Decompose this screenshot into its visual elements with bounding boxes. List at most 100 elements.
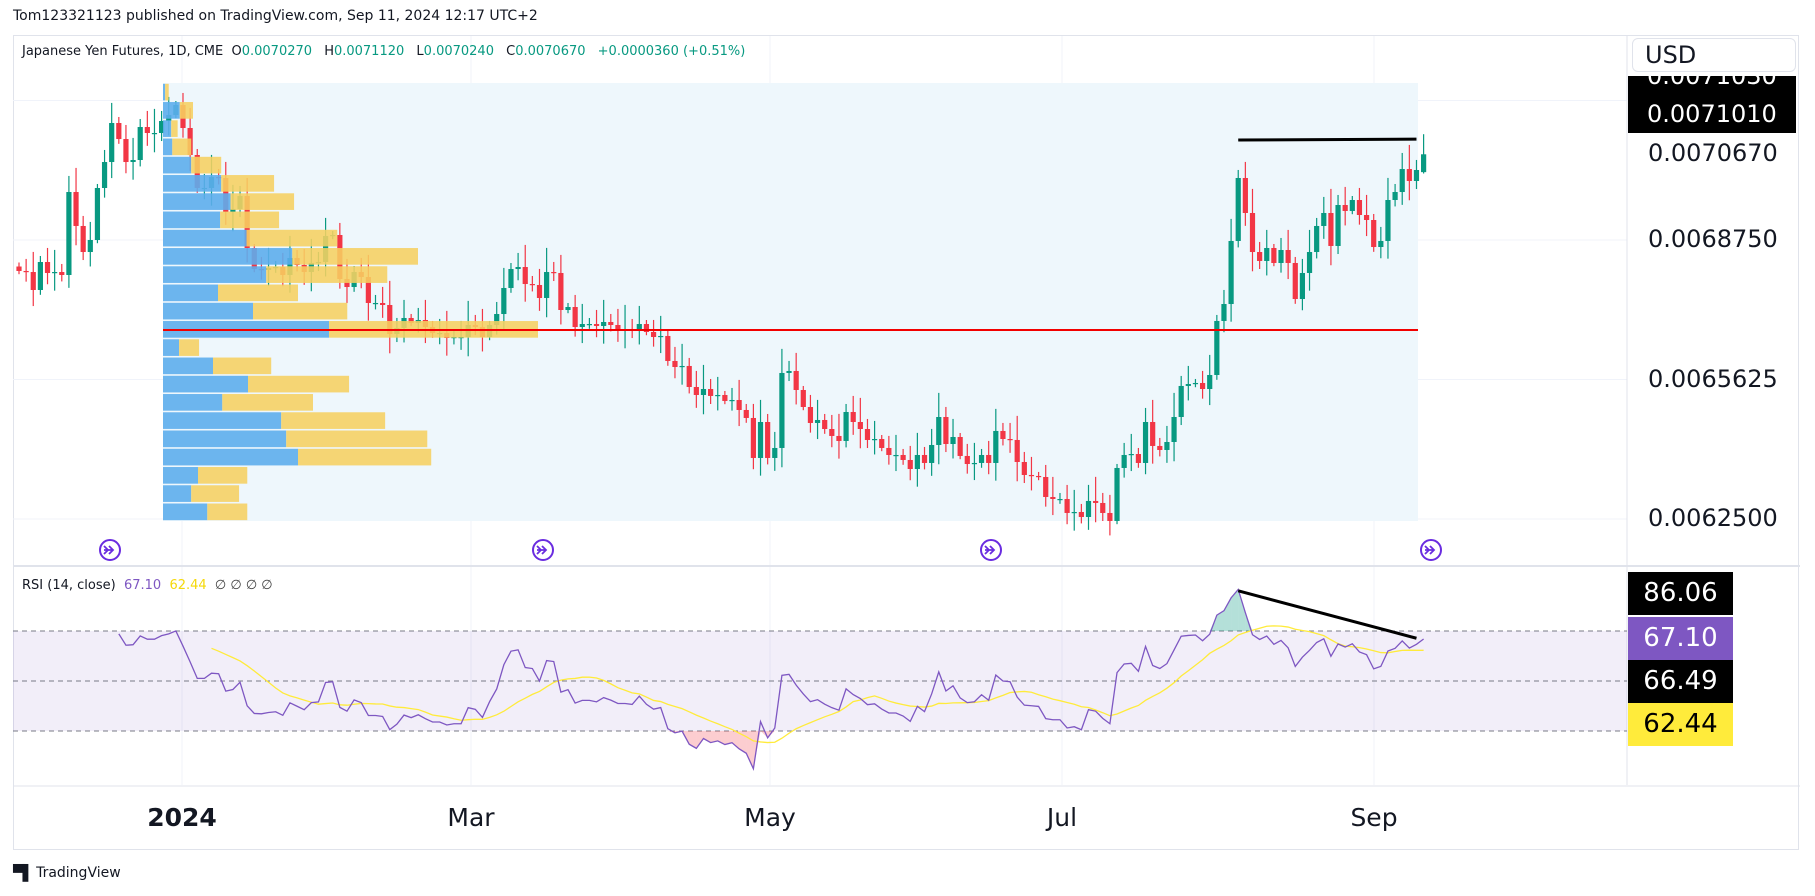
candle-body [1242,177,1248,213]
volume-profile-up-bar [163,284,218,302]
time-axis-label: May [744,803,796,832]
candle-body [52,272,58,274]
candle-body [37,262,43,290]
candle-body [572,307,578,328]
candle-body [1371,220,1377,248]
candle-body [743,409,749,418]
candle-body [900,454,906,460]
drawings [163,137,1418,331]
candle-body [59,272,65,275]
candle-body [558,272,564,310]
volume-profile-down-bar [220,211,280,229]
candle-body [1043,476,1049,497]
candle-body [964,455,970,465]
volume-profile-up-bar [163,302,253,320]
open-value: 0.0070270 [241,44,313,59]
volume-profile-up-bar [163,503,208,521]
candle-body [66,192,72,275]
volume-profile-down-bar [221,175,275,192]
rsi-overbought-fill [1223,597,1232,631]
candle-body [1306,252,1313,273]
volume-profile-down-bar [172,138,192,156]
brand-name: TradingView [36,865,121,881]
volume-profile-up-bar [163,102,180,119]
rsi-title[interactable]: RSI (14, close) [22,578,116,593]
jump-to-realtime-icon[interactable] [1420,539,1442,561]
candle-body [1021,461,1027,475]
chart-frame [13,35,1799,850]
rsi-oversold-fill [703,731,711,743]
candle-body [593,324,600,326]
volume-profile-down-bar [218,284,298,302]
volume-profile-up-bar [163,193,231,210]
jump-to-realtime-icon[interactable] [980,539,1002,561]
candle-body [757,421,764,458]
footer-brand[interactable]: ▀▌ TradingView [13,864,121,882]
candle-body [693,386,699,395]
low-value: 0.0070240 [423,44,494,59]
volume-profile-up-bar [163,266,267,283]
candle-body [1335,205,1341,246]
candle-body [1214,320,1220,375]
candle-body [914,454,920,470]
candle-body [793,370,799,390]
time-axis-label: Jul [1046,803,1078,832]
candle-body [729,399,735,402]
candle-body [1114,467,1120,521]
jump-to-realtime-icon[interactable] [532,539,554,561]
volume-profile-up-bar [163,375,248,393]
time-axis-label: 2024 [147,803,217,832]
candles [16,92,1427,536]
candle-body [1121,454,1127,468]
high-value: 0.0071120 [333,44,405,59]
candle-body [144,127,150,133]
volume-profile-up-bar [163,120,172,137]
rsi-extra-values: ∅ ∅ ∅ ∅ [214,578,273,593]
candle-body [565,307,571,310]
volume-profile-up-bar [163,357,213,375]
candle-body [529,284,535,286]
candle-body [1299,272,1305,300]
volume-profile-down-bar [253,302,348,320]
candle-body [1385,200,1391,241]
candle-body [836,435,842,441]
volume-profile-up-bar [163,412,282,429]
rsi-overbought-fill [1216,610,1224,631]
price-axis-label: 0.0068750 [1648,225,1778,253]
candle-body [1207,374,1213,390]
candle-body [829,429,835,436]
candle-body [1392,192,1398,201]
candle-body [807,406,814,423]
candle-body [1035,475,1042,478]
candle-body [1399,169,1405,193]
candle-body [1363,215,1370,221]
candle-body [1292,262,1298,300]
candle-body [116,122,122,140]
candle-body [380,302,386,305]
close-key: C [506,44,516,59]
price-axis-label: 0.0065625 [1648,365,1778,393]
symbol-name[interactable]: Japanese Yen Futures, 1D, CME [22,44,224,59]
currency-button[interactable]: USD [1632,38,1796,72]
candle-body [1050,496,1056,500]
volume-profile-up-bar [163,448,298,466]
rsi-oversold-fill [689,731,697,749]
candle-body [971,462,978,465]
volume-profile-up-bar [163,485,192,502]
candle-body [501,287,507,315]
rsi-overbought-fill [1231,589,1239,631]
jump-icon-arrow [536,545,548,555]
jump-icons [99,539,1442,561]
candle-body [1356,200,1363,216]
volume-profile-down-bar [179,339,200,356]
candle-body [1321,212,1327,226]
candle-body [608,322,614,325]
candle-body [750,417,756,458]
jump-to-realtime-icon[interactable] [99,539,121,561]
rsi-line [118,588,1424,772]
candle-body [137,127,143,161]
volume-profile-down-bar [281,412,386,429]
volume-profile-up-bar [163,175,222,192]
candle-body [494,314,500,325]
